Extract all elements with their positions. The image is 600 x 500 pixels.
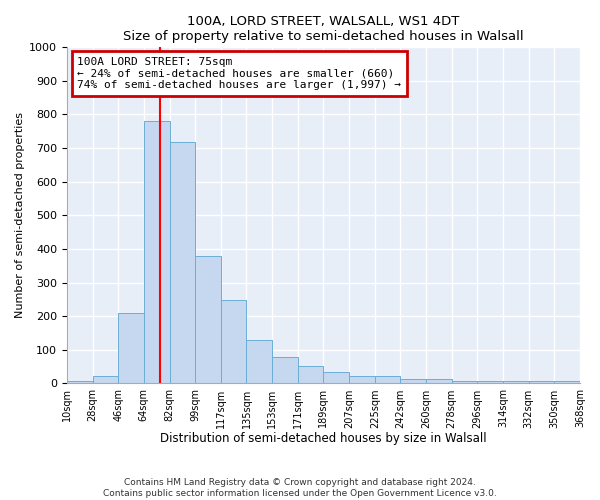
Bar — [349, 376, 375, 384]
Bar — [503, 381, 529, 384]
Bar — [554, 381, 580, 384]
Bar — [529, 381, 554, 384]
Bar — [426, 380, 452, 384]
Bar — [67, 381, 92, 384]
Bar — [221, 300, 247, 384]
Bar — [375, 376, 400, 384]
X-axis label: Distribution of semi-detached houses by size in Walsall: Distribution of semi-detached houses by … — [160, 432, 487, 445]
Bar — [170, 142, 195, 384]
Title: 100A, LORD STREET, WALSALL, WS1 4DT
Size of property relative to semi-detached h: 100A, LORD STREET, WALSALL, WS1 4DT Size… — [123, 15, 524, 43]
Bar — [298, 366, 323, 384]
Bar — [478, 381, 503, 384]
Text: 100A LORD STREET: 75sqm
← 24% of semi-detached houses are smaller (660)
74% of s: 100A LORD STREET: 75sqm ← 24% of semi-de… — [77, 57, 401, 90]
Bar — [118, 313, 144, 384]
Bar — [323, 372, 349, 384]
Bar — [195, 256, 221, 384]
Bar — [92, 376, 118, 384]
Y-axis label: Number of semi-detached properties: Number of semi-detached properties — [15, 112, 25, 318]
Bar — [452, 381, 478, 384]
Text: Contains HM Land Registry data © Crown copyright and database right 2024.
Contai: Contains HM Land Registry data © Crown c… — [103, 478, 497, 498]
Bar — [144, 121, 170, 384]
Bar — [247, 340, 272, 384]
Bar — [272, 357, 298, 384]
Bar — [400, 380, 426, 384]
